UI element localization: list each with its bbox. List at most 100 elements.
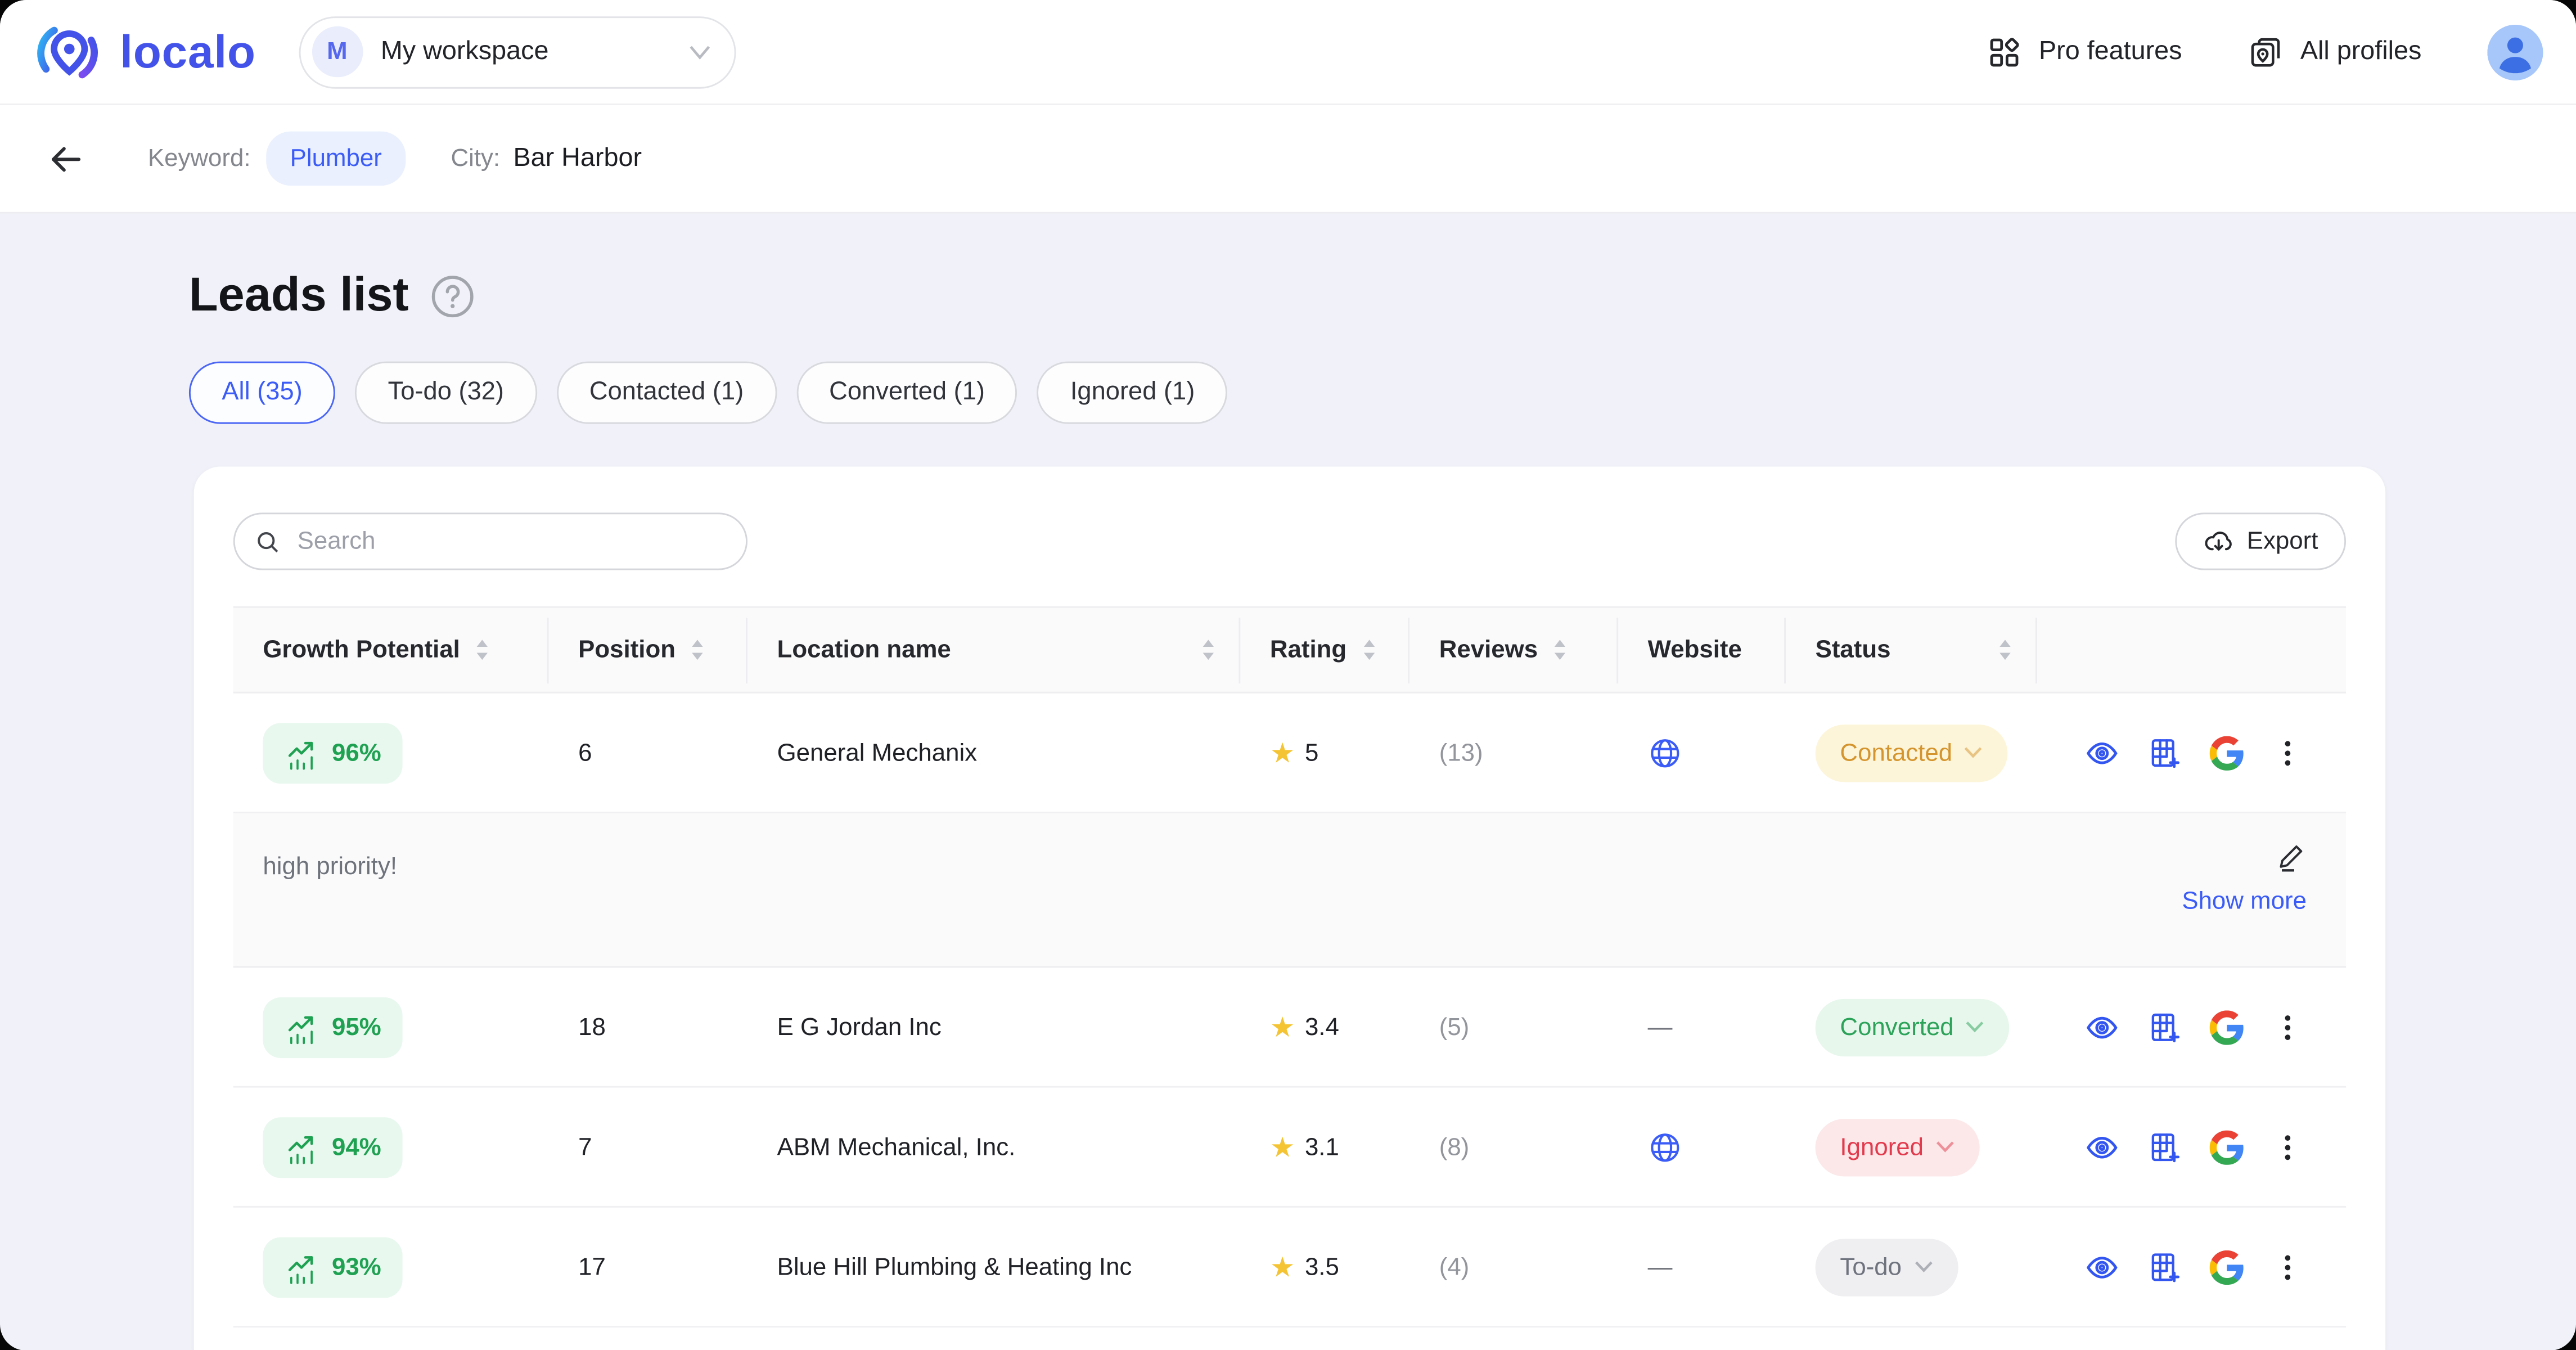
status-cell: Converted xyxy=(1786,998,2037,1055)
column-header-growth-potential[interactable]: Growth Potential xyxy=(233,617,549,683)
pro-features-label: Pro features xyxy=(2039,37,2182,67)
reviews-cell: (13) xyxy=(1409,739,1618,767)
rating-value: 5 xyxy=(1305,739,1318,767)
add-to-table-button[interactable] xyxy=(2147,1130,2182,1164)
website-link-button[interactable] xyxy=(1648,735,1682,770)
google-icon xyxy=(2210,1130,2244,1164)
website-link-button[interactable] xyxy=(1648,1130,1682,1164)
growth-badge: 96% xyxy=(263,722,402,783)
rating-cell: ★3.4 xyxy=(1240,1013,1409,1041)
growth-badge: 93% xyxy=(263,1236,402,1297)
export-button[interactable]: Export xyxy=(2174,512,2346,570)
status-dropdown[interactable]: Contacted xyxy=(1816,724,2008,781)
rating-cell: ★5 xyxy=(1240,739,1409,767)
preview-eye-button[interactable] xyxy=(2085,735,2119,770)
add-to-table-icon xyxy=(2147,735,2182,770)
edit-note-button[interactable] xyxy=(2275,842,2306,872)
actions-cell xyxy=(2037,1130,2346,1164)
chevron-down-icon xyxy=(1964,746,1984,759)
back-button[interactable] xyxy=(46,139,85,178)
row-menu-button[interactable] xyxy=(2272,1010,2303,1044)
growth-potential-cell: 95% xyxy=(233,997,549,1058)
column-header-status[interactable]: Status xyxy=(1786,617,2037,683)
topbar: localo M My workspace Pro features xyxy=(0,0,2576,105)
website-globe-icon xyxy=(1648,1130,1682,1164)
brand-wordmark: localo xyxy=(120,25,256,78)
rating-value: 3.1 xyxy=(1305,1133,1339,1161)
add-to-table-button[interactable] xyxy=(2147,735,2182,770)
export-label: Export xyxy=(2247,528,2318,556)
star-icon: ★ xyxy=(1270,739,1295,767)
row-menu-button[interactable] xyxy=(2272,735,2303,770)
status-label: Contacted xyxy=(1840,739,1952,767)
growth-value: 94% xyxy=(332,1133,381,1161)
google-icon xyxy=(2210,735,2244,770)
chevron-down-icon xyxy=(1913,1260,1933,1273)
brand-logo[interactable]: localo xyxy=(33,16,255,88)
actions-cell xyxy=(2037,735,2346,770)
cloud-download-icon xyxy=(2203,526,2233,557)
status-cell: Contacted xyxy=(1786,724,2037,781)
star-icon: ★ xyxy=(1270,1133,1295,1161)
filter-tab-contacted-1[interactable]: Contacted (1) xyxy=(557,362,777,424)
add-to-table-button[interactable] xyxy=(2147,1249,2182,1284)
column-label: Reviews xyxy=(1439,636,1538,664)
google-button[interactable] xyxy=(2210,1010,2244,1044)
google-button[interactable] xyxy=(2210,1130,2244,1164)
google-button[interactable] xyxy=(2210,1249,2244,1284)
show-more-link[interactable]: Show more xyxy=(2182,887,2307,915)
sort-icon xyxy=(475,637,489,662)
rating-value: 3.5 xyxy=(1305,1253,1339,1281)
column-header-rating[interactable]: Rating xyxy=(1240,617,1409,683)
leads-card: Export Growth Potential Position Location … xyxy=(194,467,2386,1350)
column-label: Website xyxy=(1648,636,1742,664)
workspace-initial-badge: M xyxy=(312,26,363,78)
filter-tab-all-35[interactable]: All (35) xyxy=(189,362,335,424)
help-button[interactable] xyxy=(430,274,475,319)
workspace-selector[interactable]: M My workspace xyxy=(299,16,736,88)
filter-tabs: All (35) To-do (32) Contacted (1) Converted… xyxy=(189,362,2576,424)
filter-tab-to-do-32[interactable]: To-do (32) xyxy=(355,362,537,424)
preview-eye-button[interactable] xyxy=(2085,1249,2119,1284)
status-dropdown[interactable]: Converted xyxy=(1816,998,2010,1055)
status-dropdown[interactable]: To-do xyxy=(1816,1238,1958,1295)
kebab-menu-icon xyxy=(2272,735,2303,770)
website-cell: — xyxy=(1618,1013,1786,1041)
preview-eye-icon xyxy=(2085,1249,2119,1284)
all-profiles-button[interactable]: All profiles xyxy=(2248,34,2421,70)
column-header-location-name[interactable]: Location name xyxy=(747,617,1240,683)
user-avatar[interactable] xyxy=(2487,24,2543,79)
sort-icon xyxy=(1998,637,2012,662)
table-body: 96%6General Mechanix★5(13)Contactedhigh … xyxy=(233,694,2346,1328)
pro-features-button[interactable]: Pro features xyxy=(1986,34,2182,70)
no-website-dash: — xyxy=(1648,1013,1673,1041)
chevron-down-icon xyxy=(1935,1140,1954,1153)
keyword-pill[interactable]: Plumber xyxy=(265,132,407,186)
status-dropdown[interactable]: Ignored xyxy=(1816,1118,1980,1176)
growth-potential-cell: 93% xyxy=(233,1236,549,1297)
preview-eye-button[interactable] xyxy=(2085,1130,2119,1164)
position-cell: 18 xyxy=(549,1013,747,1041)
all-profiles-icon xyxy=(2248,34,2284,70)
add-to-table-button[interactable] xyxy=(2147,1010,2182,1044)
row-menu-button[interactable] xyxy=(2272,1130,2303,1164)
growth-potential-cell: 96% xyxy=(233,722,549,783)
growth-potential-cell: 94% xyxy=(233,1117,549,1177)
filter-tab-converted-1[interactable]: Converted (1) xyxy=(796,362,1018,424)
actions-cell xyxy=(2037,1249,2346,1284)
column-header-reviews[interactable]: Reviews xyxy=(1409,617,1618,683)
filter-tab-ignored-1[interactable]: Ignored (1) xyxy=(1037,362,1227,424)
column-header-position[interactable]: Position xyxy=(549,617,747,683)
table-header: Growth Potential Position Location nameRat… xyxy=(233,606,2346,694)
preview-eye-button[interactable] xyxy=(2085,1010,2119,1044)
main-content: Leads list All (35)To-do (32)Contacted (… xyxy=(0,269,2576,1350)
google-button[interactable] xyxy=(2210,735,2244,770)
add-to-table-icon xyxy=(2147,1010,2182,1044)
column-label: Position xyxy=(578,636,675,664)
search-input[interactable] xyxy=(294,526,726,557)
lead-row: 93%17Blue Hill Plumbing & Heating Inc★3.… xyxy=(233,1208,2346,1328)
kebab-menu-icon xyxy=(2272,1249,2303,1284)
note-row: high priority!Show more xyxy=(233,813,2346,968)
pro-features-icon xyxy=(1986,34,2022,70)
row-menu-button[interactable] xyxy=(2272,1249,2303,1284)
